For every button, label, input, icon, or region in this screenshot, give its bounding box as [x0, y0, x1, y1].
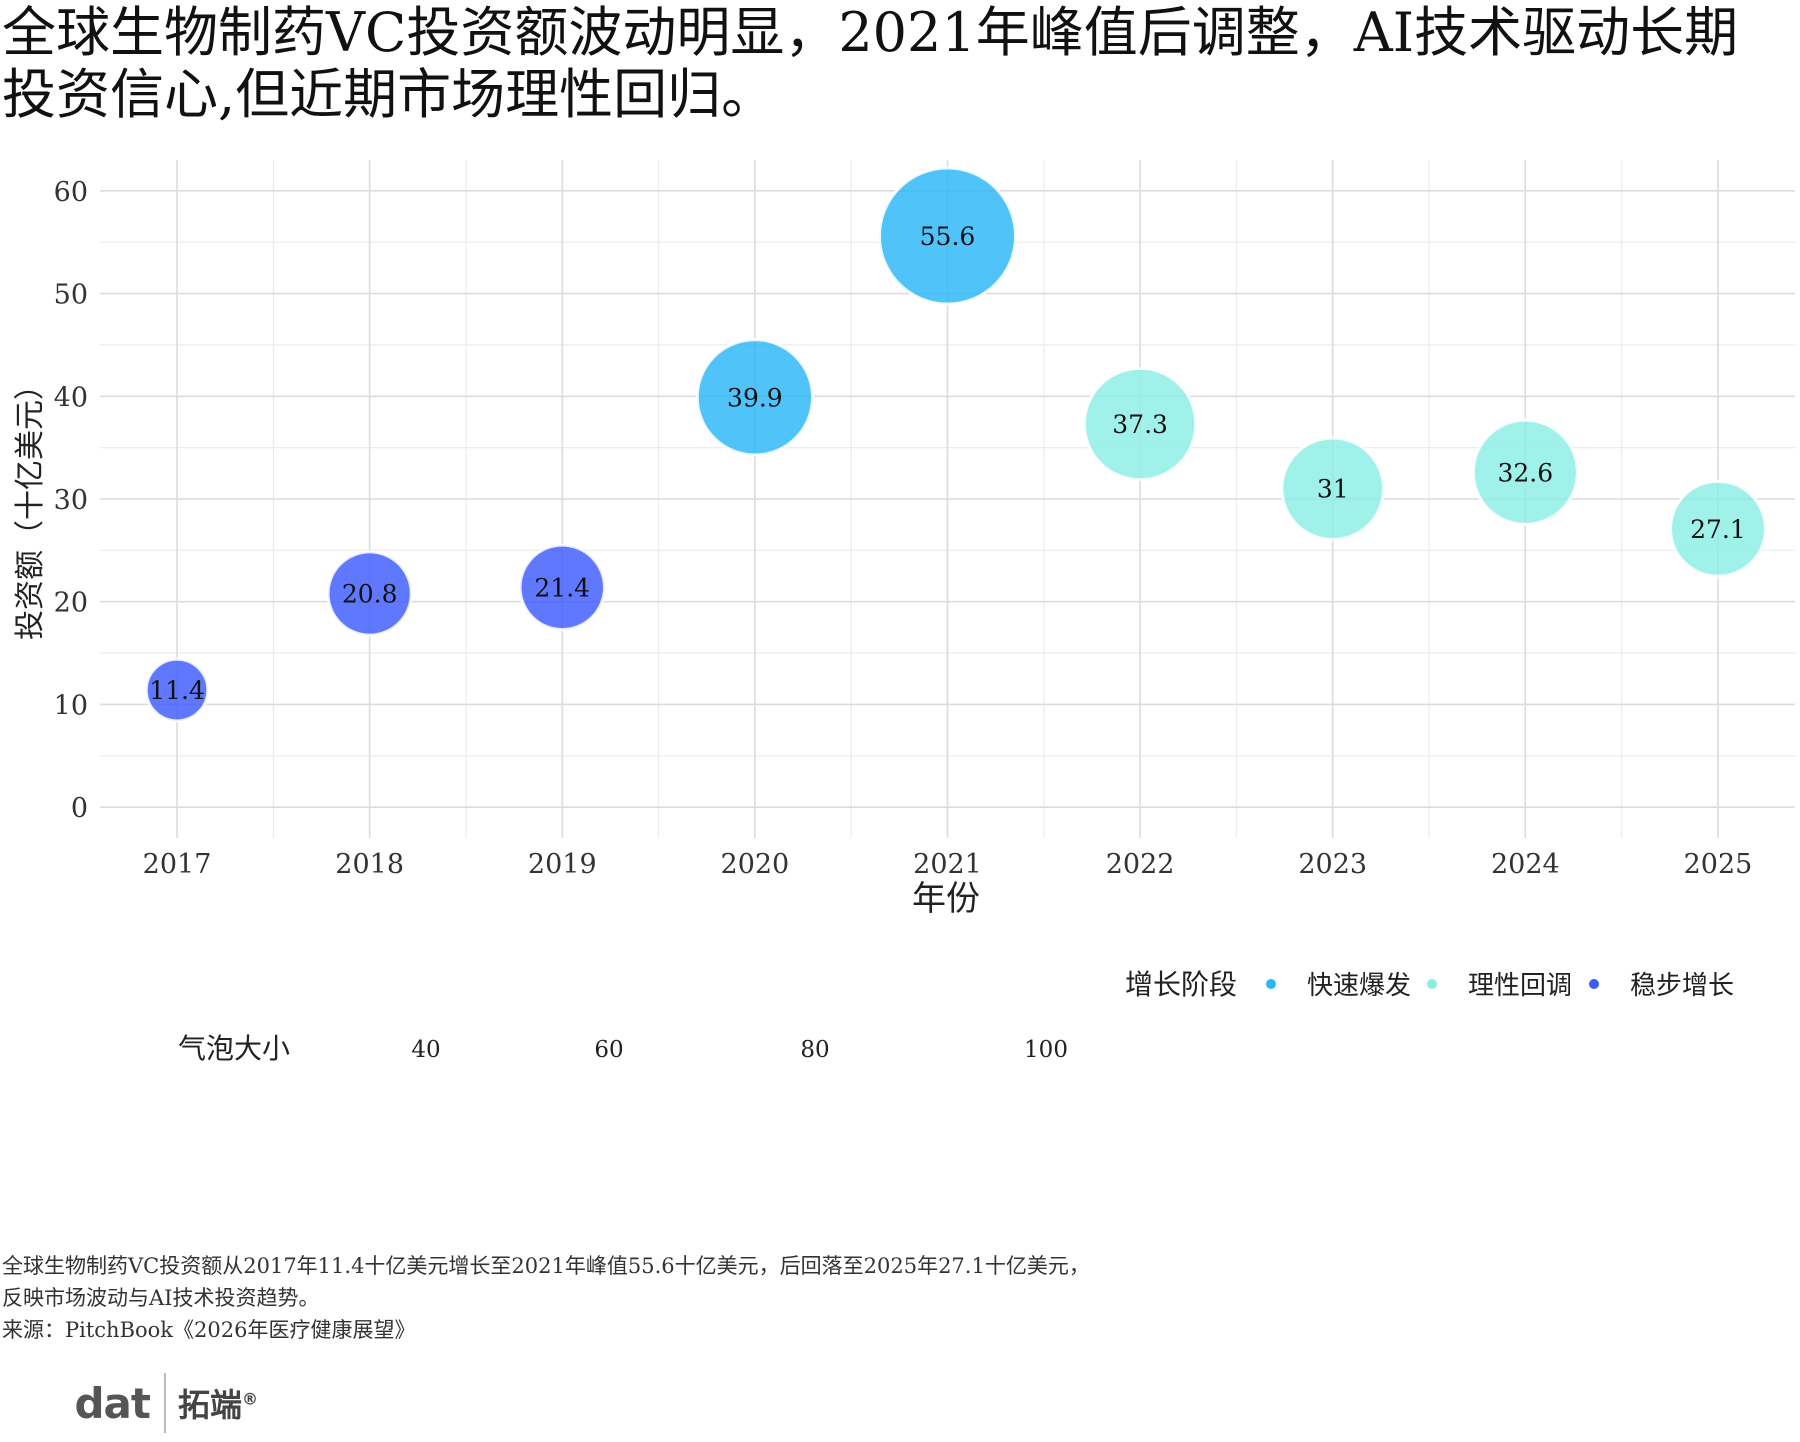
size-legend-label: 60 [594, 1037, 623, 1063]
logo-mark: tecdat [0, 1370, 151, 1437]
color-legend-title: 增长阶段 [1125, 968, 1237, 1001]
bubble-chart: 11.4 20.8 21.4 39.9 55.6 37.3 31 32.6 27.1 0 10 20… [13, 160, 1795, 1065]
x-tick-label: 2017 [143, 849, 212, 880]
y-tick-label: 60 [54, 177, 88, 208]
x-axis-label: 年份 [912, 879, 980, 919]
bubble [878, 166, 1017, 306]
color-legend-key [1589, 979, 1599, 989]
color-legend: 增长阶段 快速爆发 理性回调 稳步增长 [1125, 968, 1734, 1001]
y-tick-label: 30 [54, 485, 88, 516]
color-legend-key [1427, 979, 1437, 989]
y-tick-label: 40 [54, 382, 88, 413]
bubble [326, 550, 413, 637]
footnote-line-2: 反映市场波动与AI技术投资趋势。 [2, 1286, 320, 1310]
color-legend-label: 快速爆发 [1307, 971, 1411, 1001]
footnote-source: 来源：PitchBook《2026年医疗健康展望》 [2, 1318, 416, 1342]
x-axis-ticks: 2017 2018 2019 2020 2021 2022 2023 2024 2025 [143, 849, 1753, 880]
x-tick-label: 2024 [1491, 849, 1560, 880]
bubble [1668, 479, 1767, 578]
bubble [1280, 436, 1386, 542]
bubble-labels: 11.4 20.8 21.4 39.9 55.6 37.3 31 32.6 27.1 [149, 222, 1746, 705]
size-legend-label: 40 [411, 1037, 440, 1063]
footnote: 全球生物制药VC投资额从2017年11.4十亿美元增长至2021年峰值55.6十… [2, 1250, 1090, 1346]
x-tick-label: 2022 [1106, 849, 1175, 880]
y-tick-label: 50 [54, 280, 88, 311]
x-tick-label: 2018 [335, 849, 404, 880]
bubble [695, 338, 814, 457]
y-tick-label: 10 [54, 690, 88, 721]
x-tick-label: 2021 [913, 849, 982, 880]
color-legend-key [1266, 979, 1276, 989]
size-legend-title: 气泡大小 [178, 1032, 290, 1065]
bubble [144, 657, 210, 723]
y-tick-label: 0 [71, 793, 88, 824]
size-legend-label: 80 [800, 1037, 829, 1063]
y-axis-ticks: 0 10 20 30 40 50 60 [54, 177, 88, 824]
bubble-data-label: 11.4 [149, 676, 205, 705]
logo-divider [163, 1373, 166, 1433]
bubbles [144, 166, 1767, 723]
chart-title: 全球生物制药VC投资额波动明显，2021年峰值后调整，AI技术驱动长期投资信心,… [2, 1, 1739, 126]
color-legend-label: 理性回调 [1468, 971, 1572, 1001]
bubble [1471, 418, 1579, 526]
bubble-data-label: 21.4 [534, 573, 590, 602]
bubble [518, 543, 606, 632]
bubble [1082, 366, 1198, 482]
x-tick-label: 2025 [1684, 849, 1753, 880]
bubble-data-label: 27.1 [1690, 515, 1746, 544]
color-legend-label: 稳步增长 [1630, 971, 1734, 1001]
major-gridlines [100, 160, 1795, 838]
y-tick-label: 20 [54, 588, 88, 619]
bubble-data-label: 32.6 [1498, 458, 1554, 487]
x-tick-label: 2023 [1298, 849, 1367, 880]
bubble-data-label: 20.8 [342, 580, 398, 609]
x-tick-label: 2019 [528, 849, 597, 880]
logo-chinese: 拓端® [177, 1386, 258, 1424]
logo: tecdat 拓端® [0, 1364, 258, 1442]
y-axis-label: 投资额（十亿美元） [13, 370, 48, 640]
bubble-data-label: 39.9 [727, 383, 783, 412]
size-legend: 气泡大小 40 60 80 100 [178, 1032, 1068, 1065]
bubble-data-label: 55.6 [920, 222, 976, 251]
x-tick-label: 2020 [721, 849, 790, 880]
footnote-line-1: 全球生物制药VC投资额从2017年11.4十亿美元增长至2021年峰值55.6十… [2, 1254, 1090, 1278]
bubble-data-label: 37.3 [1112, 410, 1168, 439]
bubble-data-label: 31 [1317, 475, 1349, 504]
size-legend-label: 100 [1024, 1037, 1068, 1063]
